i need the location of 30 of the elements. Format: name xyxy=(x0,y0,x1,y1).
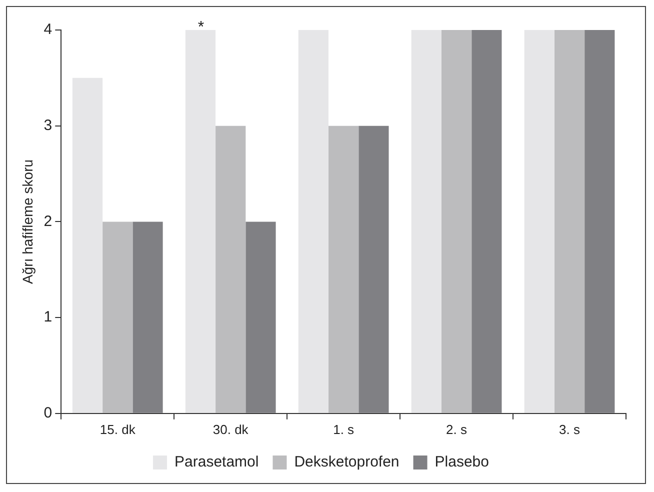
bar xyxy=(441,30,472,413)
annotation: * xyxy=(198,19,204,36)
y-axis-title: Ağrı hafifleme skoru xyxy=(19,159,36,284)
bar xyxy=(132,222,163,413)
x-tick-label: 2. s xyxy=(446,422,468,437)
y-tick-label: 4 xyxy=(44,21,52,38)
x-tick-label: 30. dk xyxy=(212,422,249,437)
bar xyxy=(246,222,276,413)
x-tick-label: 15. dk xyxy=(100,422,136,437)
legend-label: Parasetamol xyxy=(174,454,259,471)
bar xyxy=(358,126,389,413)
x-tick-label: 3. s xyxy=(559,422,580,437)
bar xyxy=(411,30,442,413)
bar xyxy=(298,30,329,413)
bar xyxy=(524,30,554,413)
bar xyxy=(185,30,216,413)
bar xyxy=(584,30,615,413)
bar xyxy=(102,222,133,413)
y-tick-label: 3 xyxy=(44,116,52,134)
bar xyxy=(554,30,585,413)
y-tick-label: 2 xyxy=(44,212,52,230)
y-tick-label: 0 xyxy=(44,404,52,422)
legend-label: Plasebo xyxy=(434,454,489,471)
bar xyxy=(216,126,246,413)
bar xyxy=(328,126,359,413)
legend-label: Deksketoprofen xyxy=(294,454,400,471)
bar xyxy=(72,78,103,413)
bar xyxy=(472,30,502,413)
y-tick-label: 1 xyxy=(44,308,52,326)
x-tick-label: 1. s xyxy=(333,422,355,437)
